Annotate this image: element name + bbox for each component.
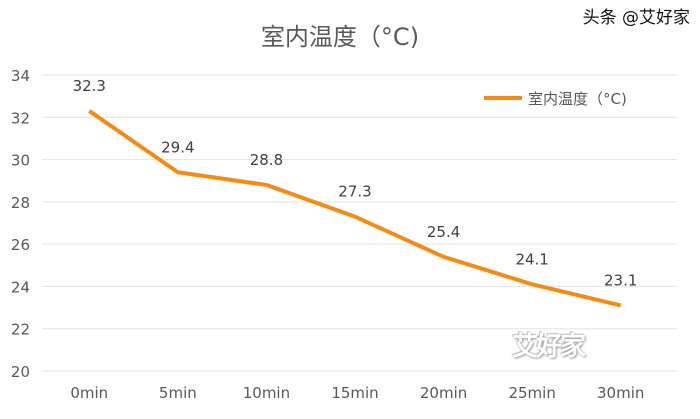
x-tick-label: 25min [508,384,555,402]
x-tick-label: 0min [70,384,108,402]
data-label: 29.4 [161,138,194,156]
y-tick-label: 26 [11,236,30,254]
y-tick-label: 22 [11,321,30,339]
legend: 室内温度（°C) [484,90,627,108]
data-label: 25.4 [427,223,460,241]
chart-title: 室内温度（°C) [261,23,419,51]
legend-label: 室内温度（°C) [528,90,627,108]
x-tick-label: 20min [420,384,467,402]
y-tick-label: 30 [11,152,30,170]
y-tick-label: 28 [11,194,30,212]
data-label: 24.1 [515,250,548,268]
y-tick-label: 24 [11,278,30,296]
x-tick-label: 30min [597,384,644,402]
x-tick-label: 5min [159,384,197,402]
y-tick-label: 34 [11,67,30,85]
data-label: 28.8 [250,151,283,169]
x-tick-label: 10min [243,384,290,402]
data-label: 32.3 [73,77,106,95]
data-label: 23.1 [604,271,637,289]
y-tick-label: 20 [11,363,30,381]
watermark-text: 头条 @艾好家 [582,8,690,28]
y-tick-label: 32 [11,109,30,127]
data-label: 27.3 [338,183,371,201]
watermark-logo: 艾好家 [512,332,586,362]
x-tick-label: 15min [331,384,378,402]
